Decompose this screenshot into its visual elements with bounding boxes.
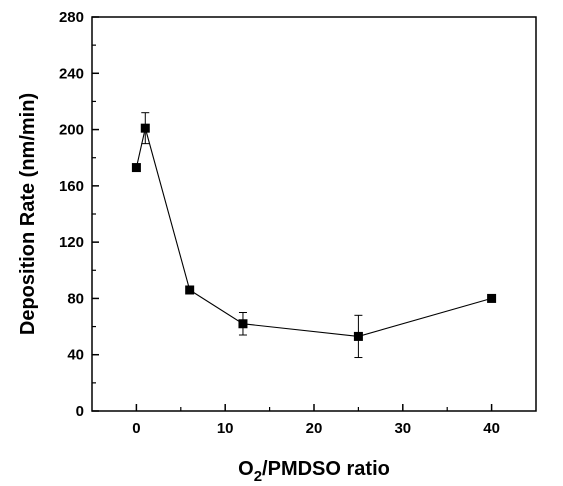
x-axis-title-rest: /PMDSO ratio [262,458,390,480]
axes: 0 40 80 120 160 200 240 280 0 10 20 30 40 [59,9,500,437]
x-axis-title-main: O [238,458,254,480]
y-tick-label: 80 [67,290,84,307]
y-tick-label: 280 [59,9,84,26]
x-axis-title-subscript: 2 [254,468,262,485]
data-point [185,285,195,295]
x-axis-title: O2/PMDSO ratio [238,458,390,485]
data-point [238,319,248,329]
y-axis-title: Deposition Rate (nm/min) [17,93,39,335]
data-point [140,123,150,133]
series-line [135,128,492,337]
y-tick-label: 120 [59,234,84,251]
data-point [131,163,141,173]
data-point [353,331,363,341]
plot-frame [91,16,537,412]
y-tick-label: 0 [76,403,84,420]
y-tick-label: 40 [67,347,84,364]
x-tick-label: 10 [217,420,234,437]
y-tick-label: 240 [59,65,84,82]
data-marks [131,112,497,359]
x-tick-label: 0 [132,420,140,437]
y-tick-label: 200 [59,122,84,139]
x-tick-label: 20 [306,420,323,437]
x-tick-label: 40 [483,420,500,437]
y-tick-label: 160 [59,178,84,195]
data-point [487,293,497,303]
x-tick-label: 30 [394,420,411,437]
